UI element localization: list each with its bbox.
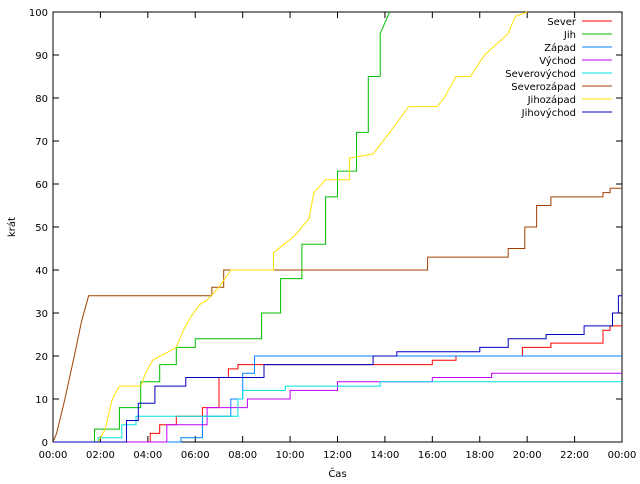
y-tick-label: 80	[35, 94, 48, 105]
legend-label: Jihozápad	[527, 94, 576, 106]
x-tick-label: 22:00	[560, 450, 589, 461]
y-tick-label: 40	[35, 266, 48, 277]
series-line-8	[53, 295, 622, 443]
y-tick-label: 20	[35, 352, 48, 363]
legend: Sever JihZápadVýchodSeverovýchodSeverozáp…	[505, 17, 612, 119]
x-tick-label: 12:00	[323, 450, 352, 461]
series-line-6	[52, 187, 622, 443]
series-layer	[52, 11, 622, 443]
legend-label: Severozápad	[511, 81, 576, 93]
x-tick-label: 00:00	[608, 450, 637, 461]
legend-label: Sever	[547, 17, 577, 28]
x-tick-label: 10:00	[276, 450, 305, 461]
y-axis-label: krát	[6, 217, 18, 237]
y-tick-label: 70	[35, 137, 48, 148]
y-tick-label: 60	[35, 180, 48, 191]
legend-label: Severovýchod	[505, 68, 576, 80]
series-line-5	[53, 381, 622, 443]
x-axis-label: Čas	[328, 467, 346, 480]
legend-label: Jih	[563, 30, 576, 41]
y-tick-label: 100	[29, 8, 48, 19]
x-tick-label: 04:00	[133, 450, 162, 461]
series-line-4	[53, 372, 622, 443]
y-tick-label: 0	[42, 438, 48, 449]
axis-ticks: 0 10 20 30 40 50 60 70 80 90 100 00:00 02:00 04:00 06:…	[29, 8, 637, 461]
x-tick-label: 18:00	[465, 450, 494, 461]
x-tick-label: 14:00	[371, 450, 400, 461]
legend-label: Východ	[539, 55, 576, 67]
x-tick-label: 02:00	[86, 450, 115, 461]
series-line-3	[53, 355, 622, 443]
y-tick-label: 30	[35, 309, 48, 320]
x-tick-label: 00:00	[39, 450, 68, 461]
legend-label: Jihovýchod	[521, 107, 576, 119]
y-tick-label: 10	[35, 395, 48, 406]
x-tick-label: 06:00	[181, 450, 210, 461]
x-tick-label: 20:00	[513, 450, 542, 461]
x-tick-label: 08:00	[228, 450, 257, 461]
legend-label: Západ	[544, 42, 576, 54]
series-line-2	[53, 11, 391, 443]
y-tick-label: 50	[35, 223, 48, 234]
x-tick-label: 16:00	[418, 450, 447, 461]
series-line-7	[53, 11, 528, 443]
y-tick-label: 90	[35, 51, 48, 62]
